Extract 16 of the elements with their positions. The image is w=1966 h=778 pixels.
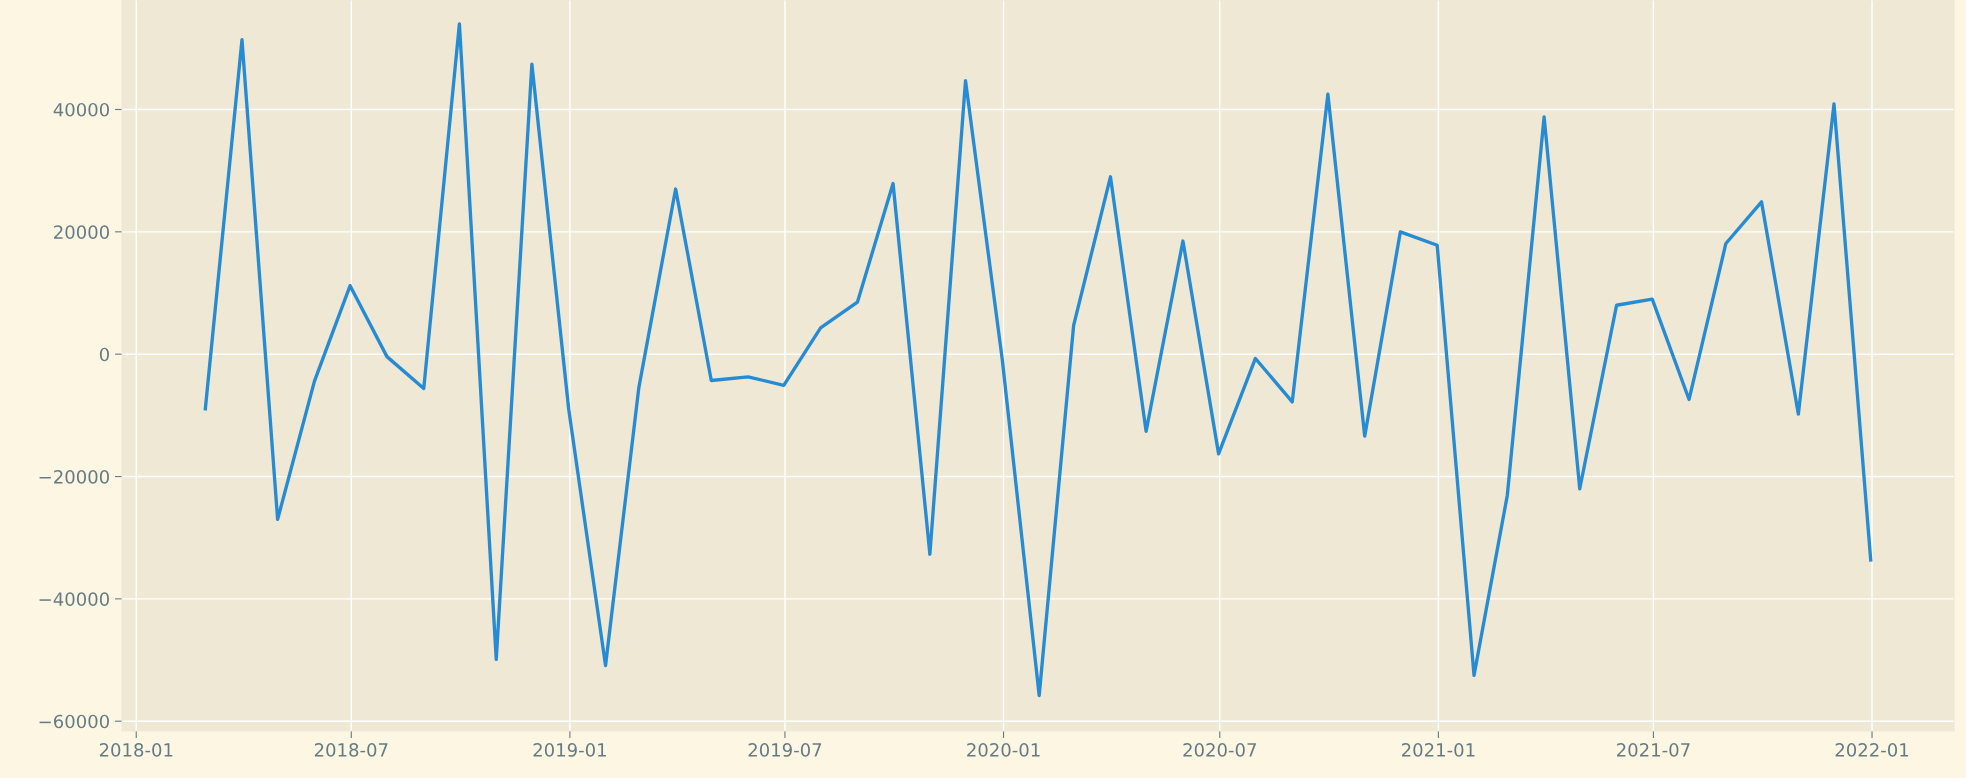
line-series — [203, 22, 1873, 698]
x-tick-label: 2018-01 — [99, 743, 173, 757]
y-tick-label: 0 — [99, 347, 109, 362]
y-tick-label: 40000 — [53, 102, 109, 117]
y-tick-label: 20000 — [54, 225, 109, 239]
x-tick-label: 2019-07 — [748, 743, 822, 757]
x-tick-label: 2019-01 — [533, 743, 606, 757]
x-tick-label: 2021-07 — [1617, 743, 1690, 757]
x-tick-label: 2022-01 — [1835, 743, 1909, 757]
y-tick-label: −20000 — [39, 469, 109, 484]
x-tick-label: 2020-07 — [1183, 743, 1256, 757]
x-tick-label: 2018-07 — [314, 743, 388, 757]
y-tick-label: −40000 — [39, 592, 109, 606]
y-tick-label: −60000 — [39, 714, 109, 729]
x-tick-label: 2020-01 — [967, 743, 1040, 757]
x-tick-label: 2021-01 — [1401, 743, 1475, 757]
